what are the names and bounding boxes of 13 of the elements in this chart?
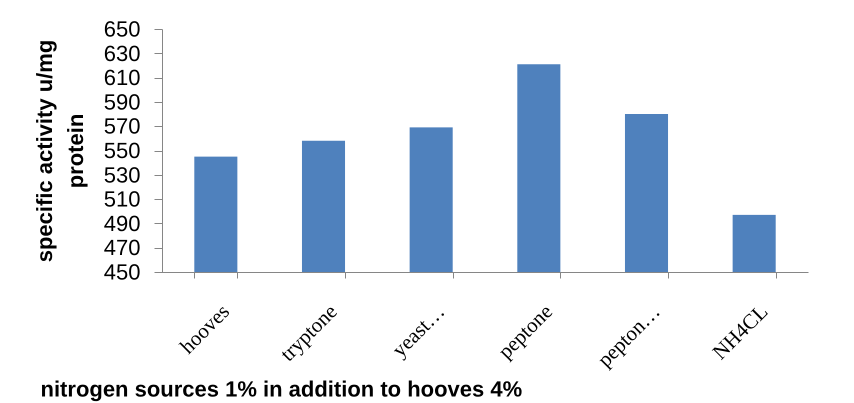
y-tick-label: 590 [104, 89, 140, 114]
y-tick-label: 510 [104, 186, 140, 212]
y-tick-label: 450 [104, 260, 140, 284]
y-tick-label: 530 [104, 162, 140, 188]
y-tick-label: 610 [104, 65, 140, 90]
x-axis-title: nitrogen sources 1% in addition to hooves 4% [40, 376, 522, 402]
y-tick-label: 650 [104, 16, 140, 42]
y-tick-label: 550 [104, 138, 140, 163]
y-tick-label: 570 [104, 114, 140, 139]
y-tick-label: 470 [104, 235, 140, 260]
y-axis-title: specific activity u/mg protein [32, 40, 88, 262]
y-tick-label: 630 [104, 40, 140, 66]
y-tick-label: 490 [104, 210, 140, 236]
